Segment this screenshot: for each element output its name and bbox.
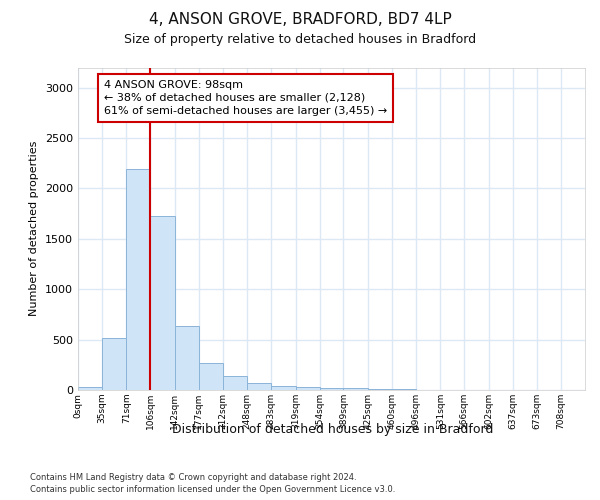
Text: Distribution of detached houses by size in Bradford: Distribution of detached houses by size … (172, 422, 494, 436)
Bar (199, 364, 223, 390)
Text: Contains public sector information licensed under the Open Government Licence v3: Contains public sector information licen… (30, 485, 395, 494)
Bar (127, 170, 151, 390)
Bar (223, 376, 247, 390)
Y-axis label: Number of detached properties: Number of detached properties (29, 141, 40, 316)
Bar (247, 383, 271, 390)
Bar (343, 388, 368, 390)
Text: Size of property relative to detached houses in Bradford: Size of property relative to detached ho… (124, 32, 476, 46)
Bar (175, 326, 199, 390)
Bar (151, 216, 175, 390)
Bar (271, 386, 296, 390)
Bar (320, 388, 343, 390)
Bar (368, 389, 392, 390)
Text: Contains HM Land Registry data © Crown copyright and database right 2024.: Contains HM Land Registry data © Crown c… (30, 472, 356, 482)
Text: 4 ANSON GROVE: 98sqm
← 38% of detached houses are smaller (2,128)
61% of semi-de: 4 ANSON GROVE: 98sqm ← 38% of detached h… (104, 80, 387, 116)
Bar (296, 387, 320, 390)
Bar (392, 389, 416, 390)
Bar (102, 338, 127, 390)
Text: 4, ANSON GROVE, BRADFORD, BD7 4LP: 4, ANSON GROVE, BRADFORD, BD7 4LP (149, 12, 451, 28)
Bar (78, 387, 102, 390)
